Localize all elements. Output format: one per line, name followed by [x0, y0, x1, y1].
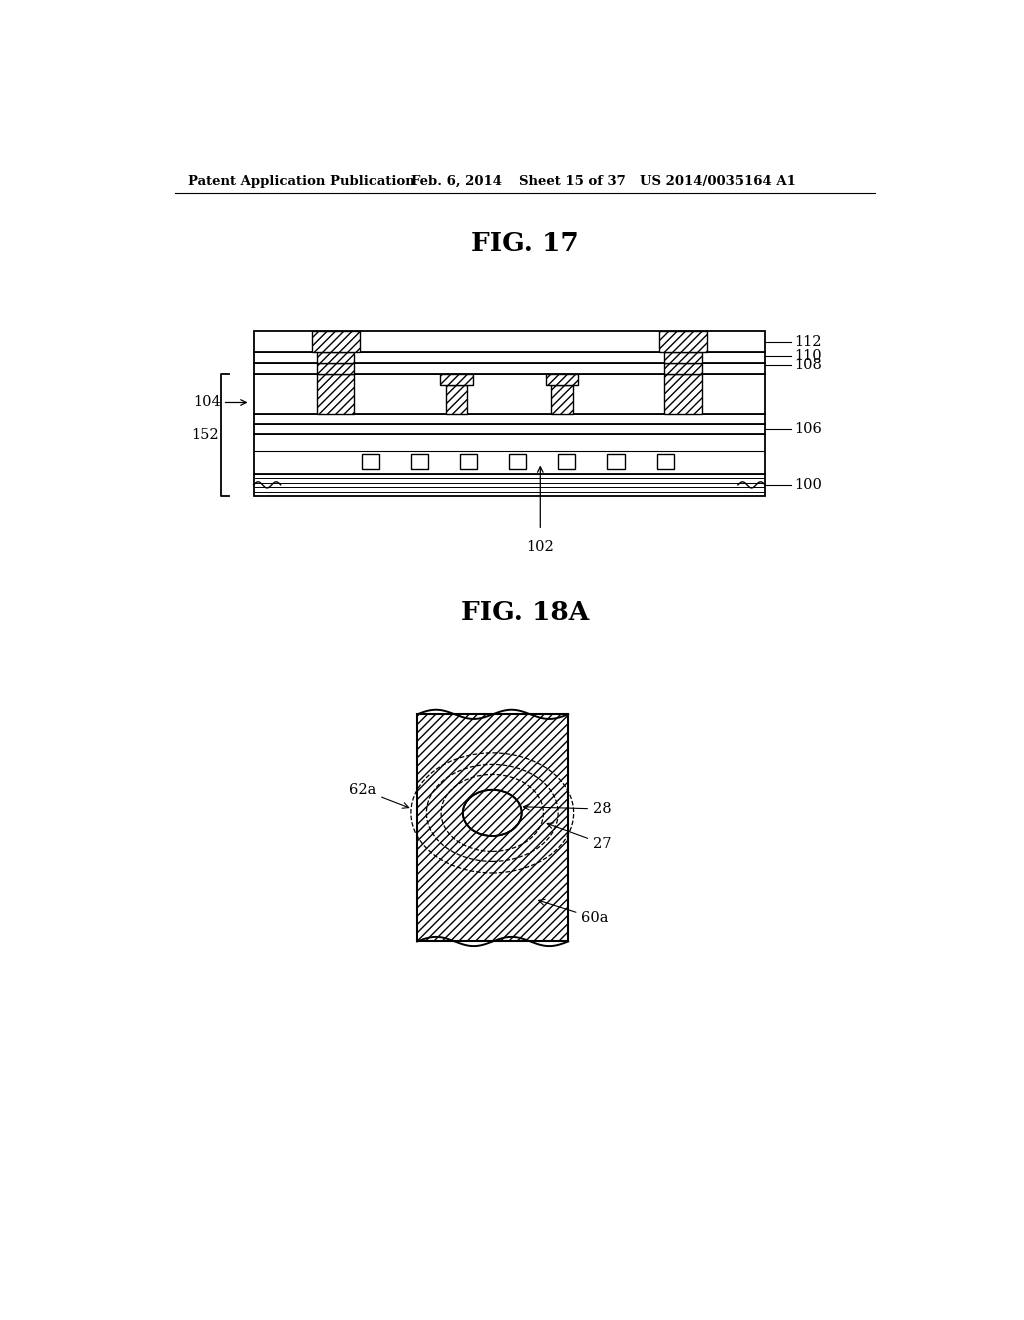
Bar [546, 374, 579, 385]
Bar [460, 454, 477, 470]
Text: 104: 104 [194, 396, 221, 409]
Text: 110: 110 [795, 350, 822, 363]
Bar [440, 374, 473, 385]
Text: 27: 27 [547, 822, 611, 850]
Bar [317, 374, 354, 414]
Bar [254, 424, 765, 434]
Ellipse shape [463, 789, 521, 836]
Bar [411, 454, 428, 470]
Text: 152: 152 [191, 428, 219, 442]
Bar [362, 454, 379, 470]
Bar [317, 363, 354, 374]
Text: Sheet 15 of 37: Sheet 15 of 37 [519, 176, 626, 187]
Bar [607, 454, 625, 470]
Bar [445, 385, 467, 414]
Bar [254, 474, 765, 496]
Bar [656, 454, 674, 470]
Bar [509, 454, 526, 470]
Bar [254, 414, 765, 424]
Bar [665, 374, 701, 414]
Text: 106: 106 [795, 422, 822, 437]
Text: FIG. 18A: FIG. 18A [461, 601, 589, 626]
Text: 62a: 62a [349, 783, 409, 808]
Text: 28: 28 [523, 803, 611, 816]
Bar [665, 352, 701, 363]
Text: 108: 108 [795, 358, 822, 372]
Bar [551, 385, 572, 414]
Text: FIG. 17: FIG. 17 [471, 231, 579, 256]
Text: US 2014/0035164 A1: US 2014/0035164 A1 [640, 176, 796, 187]
Bar [417, 714, 568, 941]
Text: 60a: 60a [539, 899, 609, 925]
Bar [254, 374, 765, 414]
Text: 100: 100 [795, 478, 822, 492]
Bar [254, 363, 765, 374]
Bar [311, 331, 359, 352]
Bar [658, 331, 707, 352]
Bar [317, 352, 354, 363]
Bar [254, 331, 765, 352]
Text: Patent Application Publication: Patent Application Publication [188, 176, 415, 187]
Bar [254, 352, 765, 363]
Bar [558, 454, 575, 470]
Text: Feb. 6, 2014: Feb. 6, 2014 [411, 176, 502, 187]
Text: 102: 102 [526, 540, 554, 554]
Bar [665, 363, 701, 374]
Text: 112: 112 [795, 335, 822, 348]
Bar [254, 434, 765, 474]
